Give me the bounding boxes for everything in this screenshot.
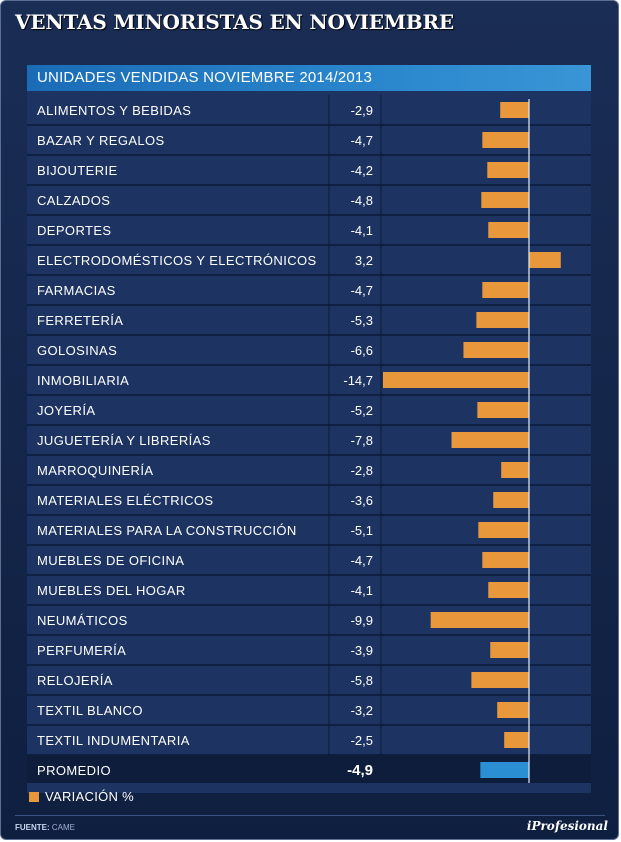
category-label: TEXTIL BLANCO [37,703,143,718]
bar [497,702,529,718]
value-label: -5,3 [351,313,373,328]
value-label: -3,9 [351,643,373,658]
chart-panel: UNIDADES VENDIDAS NOVIEMBRE 2014/2013 AL… [27,65,591,793]
category-label: MARROQUINERÍA [37,463,153,478]
category-label: MUEBLES DE OFICINA [37,553,184,568]
bar [430,612,529,628]
bar [481,192,529,208]
value-label: 3,2 [355,253,373,268]
value-label: -2,9 [351,103,373,118]
value-label: -4,7 [351,553,373,568]
bar [477,402,529,418]
category-label: BIJOUTERIE [37,163,118,178]
category-label: CALZADOS [37,193,110,208]
category-label: RELOJERÍA [37,673,113,688]
value-label: -2,8 [351,463,373,478]
legend-label: VARIACIÓN % [45,789,135,804]
category-label: MUEBLES DEL HOGAR [37,583,186,598]
bar [471,672,529,688]
bar [504,732,529,748]
bar-chart: ALIMENTOS Y BEBIDAS -2,9 BAZAR Y REGALOS -4… [27,95,591,783]
bar [500,102,529,118]
source-value: CAME [51,823,76,832]
average-label: PROMEDIO [37,763,111,778]
source-note: FUENTE: CAME [15,823,75,832]
category-label: MATERIALES ELÉCTRICOS [37,493,213,508]
value-label: -14,7 [343,373,373,388]
category-label: JOYERÍA [37,403,95,418]
bar [476,312,529,328]
category-label: PERFUMERÍA [37,643,126,658]
bar [383,372,529,388]
average-value-label: -4,9 [347,762,373,779]
value-label: -9,9 [351,613,373,628]
value-label: -4,1 [351,223,373,238]
value-label: -2,5 [351,733,373,748]
bar [487,162,529,178]
value-label: -6,6 [351,343,373,358]
category-label: MATERIALES PARA LA CONSTRUCCIÓN [37,523,297,538]
category-label: FARMACIAS [37,283,116,298]
value-label: -3,6 [351,493,373,508]
value-label: -4,2 [351,163,373,178]
value-label: -5,8 [351,673,373,688]
bar [529,252,561,268]
bar [490,642,529,658]
bar [482,282,529,298]
category-label: TEXTIL INDUMENTARIA [37,733,190,748]
brand-logo: iProfesional [526,819,608,833]
category-label: ALIMENTOS Y BEBIDAS [37,103,191,118]
panel-title: UNIDADES VENDIDAS NOVIEMBRE 2014/2013 [37,69,373,86]
legend-swatch [29,792,39,802]
category-label: GOLOSINAS [37,343,117,358]
category-label: NEUMÁTICOS [37,613,128,628]
bar [451,432,529,448]
bar [482,552,529,568]
value-label: -5,1 [351,523,373,538]
bar [501,462,529,478]
category-label: INMOBILIARIA [37,373,129,388]
bar [478,522,529,538]
value-label: -7,8 [351,433,373,448]
bar [488,222,529,238]
category-label: FERRETERÍA [37,313,123,328]
main-title: VENTAS MINORISTAS EN NOVIEMBRE [15,10,454,34]
category-label: ELECTRODOMÉSTICOS Y ELECTRÓNICOS [37,253,317,268]
footer-divider [15,815,605,816]
bar [463,342,529,358]
category-label: DEPORTES [37,223,111,238]
value-label: -3,2 [351,703,373,718]
value-label: -4,7 [351,283,373,298]
value-label: -4,1 [351,583,373,598]
bar [482,132,529,148]
value-label: -4,7 [351,133,373,148]
source-label: FUENTE: [15,823,50,832]
value-label: -4,8 [351,193,373,208]
category-label: JUGUETERÍA Y LIBRERÍAS [37,433,211,448]
category-label: BAZAR Y REGALOS [37,133,165,148]
value-label: -5,2 [351,403,373,418]
panel-header: UNIDADES VENDIDAS NOVIEMBRE 2014/2013 [27,65,591,91]
bar [493,492,529,508]
bar [488,582,529,598]
average-bar [480,762,529,778]
